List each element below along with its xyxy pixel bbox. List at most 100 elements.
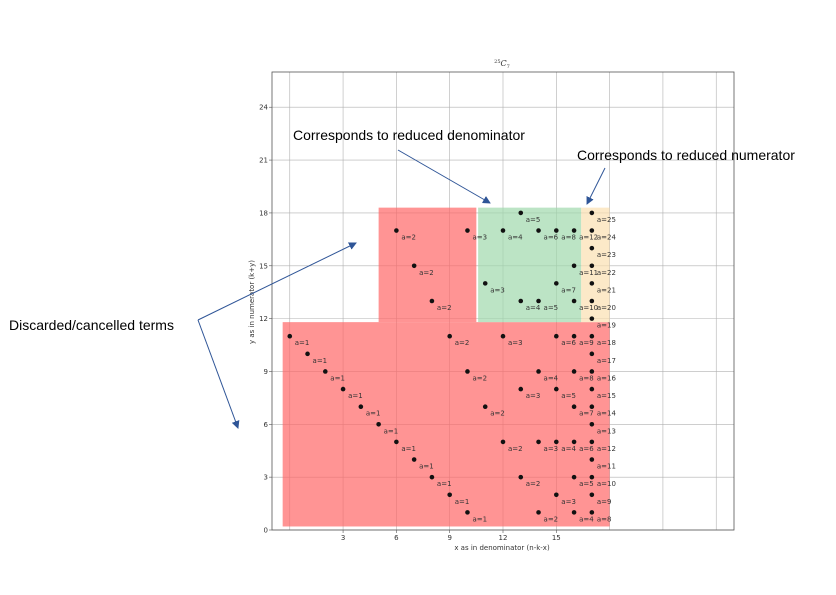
point-label: a=8 bbox=[579, 374, 594, 382]
point-label: a=3 bbox=[472, 234, 487, 242]
point-label: a=20 bbox=[597, 304, 616, 312]
data-point bbox=[482, 281, 488, 286]
y-tick-label: 9 bbox=[264, 368, 268, 376]
point-label: a=13 bbox=[597, 427, 616, 435]
arrow-discarded-lower bbox=[197, 319, 240, 429]
point-label: a=4 bbox=[508, 234, 523, 242]
point-label: a=2 bbox=[544, 515, 559, 523]
arrow-reduced-numerator bbox=[586, 167, 606, 205]
data-point bbox=[571, 298, 577, 304]
point-label: a=3 bbox=[544, 445, 559, 453]
y-axis-label: y as in numerator (k+y) bbox=[248, 260, 256, 344]
data-point bbox=[500, 439, 506, 445]
data-point bbox=[376, 422, 381, 427]
data-point bbox=[571, 333, 577, 339]
point-label: a=3 bbox=[526, 392, 541, 400]
x-tick-label: 9 bbox=[447, 534, 451, 542]
point-label: a=7 bbox=[579, 410, 594, 418]
data-point bbox=[589, 510, 595, 515]
point-label: a=6 bbox=[544, 234, 559, 242]
data-point bbox=[518, 386, 524, 392]
point-label: a=2 bbox=[490, 410, 505, 418]
x-axis-label: x as in denominator (n-k-x) bbox=[454, 544, 550, 552]
point-label: a=12 bbox=[579, 234, 598, 242]
data-point bbox=[518, 298, 524, 304]
data-point bbox=[358, 404, 364, 409]
data-point bbox=[411, 457, 417, 462]
data-point bbox=[589, 316, 595, 321]
x-tick-label: 15 bbox=[552, 534, 561, 542]
data-point bbox=[447, 492, 452, 498]
point-label: a=2 bbox=[419, 269, 434, 277]
x-tick-label: 3 bbox=[341, 534, 345, 542]
annotation-discarded: Discarded/cancelled terms bbox=[9, 317, 174, 333]
x-tick-label: 6 bbox=[394, 534, 399, 542]
point-label: a=17 bbox=[597, 357, 616, 365]
point-label: a=2 bbox=[472, 374, 487, 382]
point-label: a=6 bbox=[579, 445, 594, 453]
point-label: a=16 bbox=[597, 374, 617, 382]
data-point bbox=[571, 510, 577, 515]
y-tick-label: 15 bbox=[259, 262, 268, 270]
point-label: a=3 bbox=[561, 498, 576, 506]
data-point bbox=[554, 333, 559, 339]
data-point bbox=[482, 404, 488, 409]
point-label: a=4 bbox=[526, 304, 541, 312]
point-label: a=10 bbox=[579, 304, 598, 312]
data-point bbox=[518, 210, 524, 216]
y-tick-label: 18 bbox=[259, 209, 268, 217]
data-point bbox=[589, 474, 595, 480]
point-label: a=4 bbox=[579, 515, 594, 523]
point-label: a=5 bbox=[526, 216, 541, 224]
data-point bbox=[536, 439, 541, 445]
data-point bbox=[465, 228, 470, 233]
point-label: a=1 bbox=[401, 445, 416, 453]
data-point bbox=[554, 281, 559, 286]
data-point bbox=[589, 386, 595, 392]
data-point bbox=[571, 439, 577, 445]
discarded-region-lower bbox=[282, 322, 610, 527]
data-point bbox=[287, 333, 293, 339]
data-point bbox=[589, 263, 595, 269]
point-label: a=7 bbox=[561, 286, 576, 294]
x-tick-label: 12 bbox=[499, 534, 508, 542]
point-label: a=24 bbox=[597, 234, 617, 242]
point-label: a=1 bbox=[348, 392, 363, 400]
data-point bbox=[589, 422, 595, 427]
point-label: a=3 bbox=[490, 286, 505, 294]
data-point bbox=[589, 228, 595, 233]
data-point bbox=[429, 474, 435, 480]
point-label: a=5 bbox=[579, 480, 594, 488]
annotation-reduced-denominator: Corresponds to reduced denominator bbox=[293, 127, 525, 143]
data-point bbox=[554, 386, 559, 392]
point-label: a=2 bbox=[437, 304, 452, 312]
point-label: a=9 bbox=[579, 339, 594, 347]
data-point bbox=[465, 510, 470, 515]
point-label: a=5 bbox=[561, 392, 576, 400]
annotation-reduced-numerator: Corresponds to reduced numerator bbox=[577, 147, 795, 163]
y-tick-label: 3 bbox=[264, 474, 268, 482]
data-point bbox=[589, 369, 595, 374]
point-label: a=14 bbox=[597, 410, 617, 418]
data-point bbox=[554, 228, 559, 233]
data-point bbox=[589, 457, 595, 462]
point-label: a=3 bbox=[508, 339, 523, 347]
data-point bbox=[536, 228, 541, 233]
discarded-region-upper bbox=[378, 207, 477, 323]
data-point bbox=[589, 439, 595, 445]
data-point bbox=[571, 228, 577, 233]
data-point bbox=[518, 474, 524, 480]
y-tick-label: 21 bbox=[259, 157, 268, 165]
data-point bbox=[589, 492, 595, 498]
reduced-denominator-region bbox=[478, 207, 582, 323]
data-point bbox=[571, 263, 577, 269]
data-point bbox=[465, 369, 470, 374]
data-point bbox=[411, 263, 417, 269]
data-point bbox=[589, 333, 595, 339]
point-label: a=21 bbox=[597, 286, 616, 294]
y-tick-label: 0 bbox=[264, 527, 268, 535]
point-label: a=2 bbox=[526, 480, 541, 488]
data-point bbox=[589, 281, 595, 286]
data-point bbox=[500, 228, 506, 233]
